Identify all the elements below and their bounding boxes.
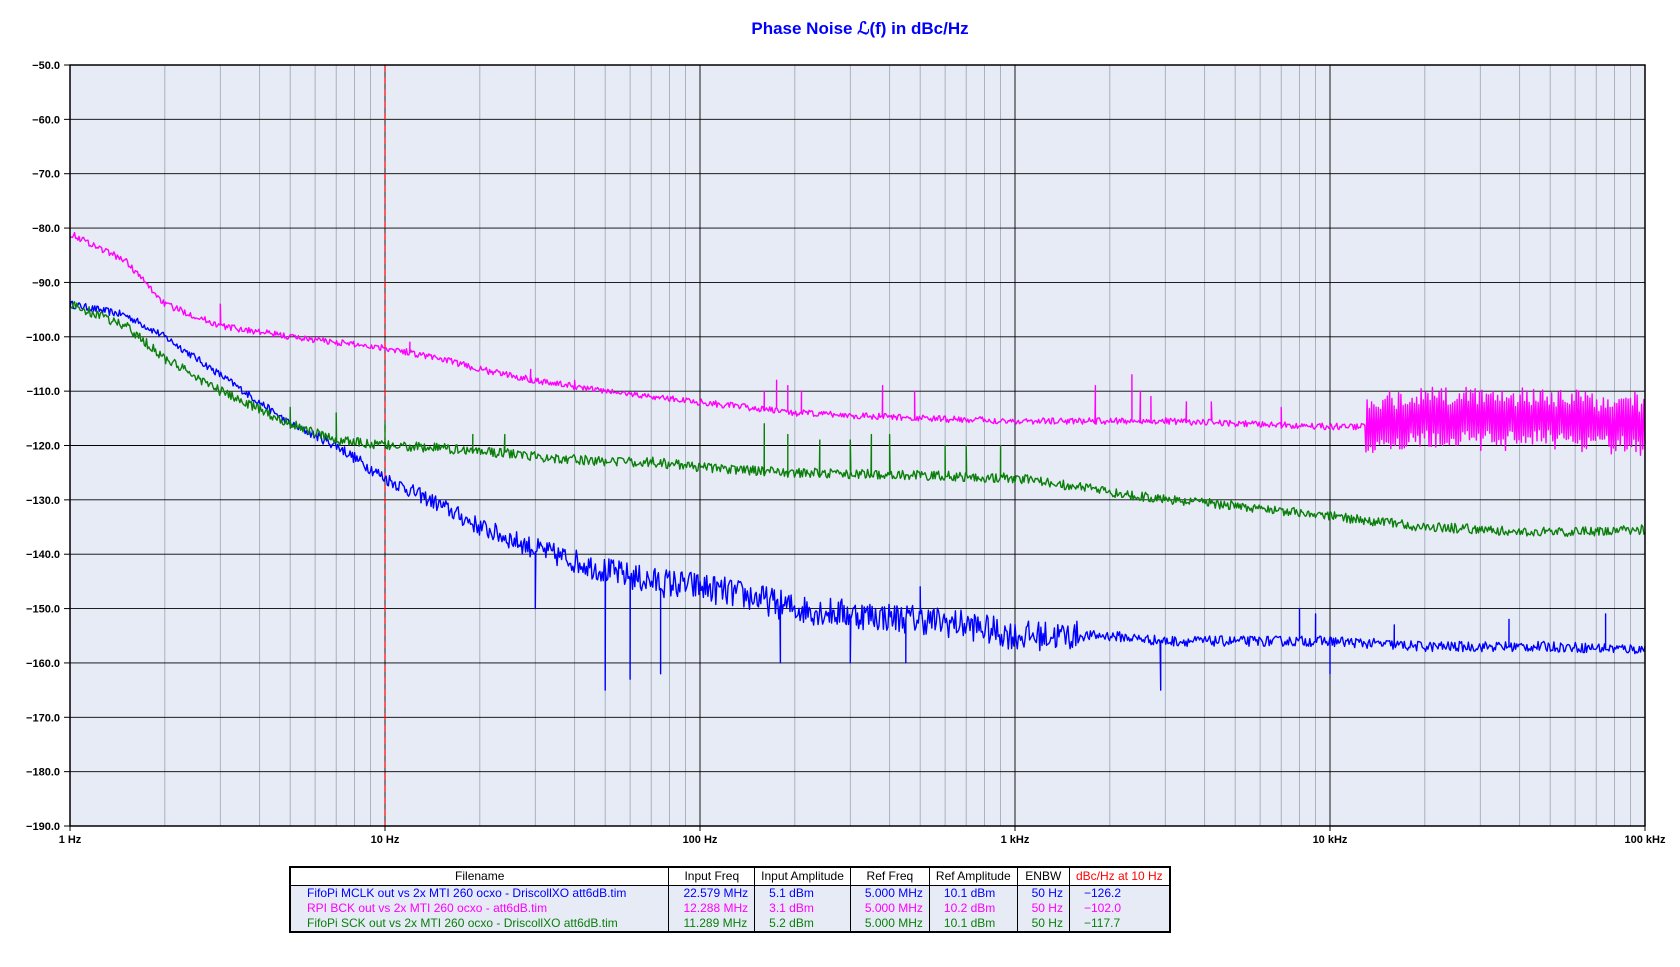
row-input-amplitude: 5.1 dBm (755, 886, 851, 902)
y-tick-label: −160.0 (26, 658, 60, 670)
legend-row-mclk: FifoPi MCLK out vs 2x MTI 260 ocxo - Dri… (290, 886, 1170, 902)
row-filename: FifoPi MCLK out vs 2x MTI 260 ocxo - Dri… (290, 886, 669, 902)
x-tick-label: 1 Hz (59, 834, 82, 846)
y-tick-label: −70.0 (32, 169, 60, 181)
row-input-freq: 12.288 MHz (669, 901, 755, 916)
legend-row-sck: FifoPi SCK out vs 2x MTI 260 ocxo - Dris… (290, 916, 1170, 932)
x-tick-label: 10 Hz (371, 834, 400, 846)
row-input-freq: 22.579 MHz (669, 886, 755, 902)
row-filename: RPI BCK out vs 2x MTI 260 ocxo - att6dB.… (290, 901, 669, 916)
header-dbc-at-10hz: dBc/Hz at 10 Hz (1069, 867, 1169, 886)
y-tick-label: −140.0 (26, 549, 60, 561)
phase-noise-chart: Phase Noise ℒ(f) in dBc/Hz −50.0 −60.0 −70… (0, 0, 1680, 860)
x-tick-label: 1 kHz (1001, 834, 1030, 846)
header-input-freq: Input Freq (669, 867, 755, 886)
row-ref-amplitude: 10.1 dBm (929, 916, 1017, 932)
y-tick-label: −120.0 (26, 441, 60, 453)
y-tick-label: −190.0 (26, 821, 60, 833)
legend-row-bck: RPI BCK out vs 2x MTI 260 ocxo - att6dB.… (290, 901, 1170, 916)
y-axis-ticks: −50.0 −60.0 −70.0 −80.0 −90.0 −100.0 −110.0 −12… (26, 60, 70, 833)
y-tick-label: −50.0 (32, 60, 60, 72)
row-ref-amplitude: 10.1 dBm (929, 886, 1017, 902)
row-ref-freq: 5.000 MHz (850, 916, 929, 932)
x-tick-label: 10 kHz (1313, 834, 1348, 846)
header-ref-freq: Ref Freq (850, 867, 929, 886)
x-tick-label: 100 Hz (683, 834, 718, 846)
row-ref-freq: 5.000 MHz (850, 901, 929, 916)
y-tick-label: −110.0 (27, 386, 60, 398)
row-input-amplitude: 3.1 dBm (755, 901, 851, 916)
row-input-amplitude: 5.2 dBm (755, 916, 851, 932)
header-ref-amplitude: Ref Amplitude (929, 867, 1017, 886)
row-enbw: 50 Hz (1017, 901, 1069, 916)
legend-table: Filename Input Freq Input Amplitude Ref … (289, 866, 1171, 933)
y-tick-label: −60.0 (32, 114, 60, 126)
row-dbc-at-10hz: −117.7 (1069, 916, 1169, 932)
header-input-amplitude: Input Amplitude (755, 867, 851, 886)
legend-header-row: Filename Input Freq Input Amplitude Ref … (290, 867, 1170, 886)
row-input-freq: 11.289 MHz (669, 916, 755, 932)
row-filename: FifoPi SCK out vs 2x MTI 260 ocxo - Dris… (290, 916, 669, 932)
row-ref-amplitude: 10.2 dBm (929, 901, 1017, 916)
header-enbw: ENBW (1017, 867, 1069, 886)
y-tick-label: −80.0 (32, 223, 60, 235)
y-tick-label: −90.0 (32, 277, 60, 289)
row-enbw: 50 Hz (1017, 916, 1069, 932)
y-tick-label: −180.0 (26, 767, 60, 779)
y-tick-label: −100.0 (26, 332, 60, 344)
y-tick-label: −150.0 (26, 604, 60, 616)
row-dbc-at-10hz: −102.0 (1069, 901, 1169, 916)
header-filename: Filename (290, 867, 669, 886)
row-enbw: 50 Hz (1017, 886, 1069, 902)
row-dbc-at-10hz: −126.2 (1069, 886, 1169, 902)
row-ref-freq: 5.000 MHz (850, 886, 929, 902)
y-tick-label: −170.0 (26, 712, 60, 724)
chart-title: Phase Noise ℒ(f) in dBc/Hz (751, 19, 968, 38)
y-tick-label: −130.0 (26, 495, 60, 507)
x-tick-label: 100 kHz (1625, 834, 1666, 846)
x-axis-ticks: 1 Hz 10 Hz 100 Hz 1 kHz 10 kHz 100 kHz (59, 826, 1666, 846)
